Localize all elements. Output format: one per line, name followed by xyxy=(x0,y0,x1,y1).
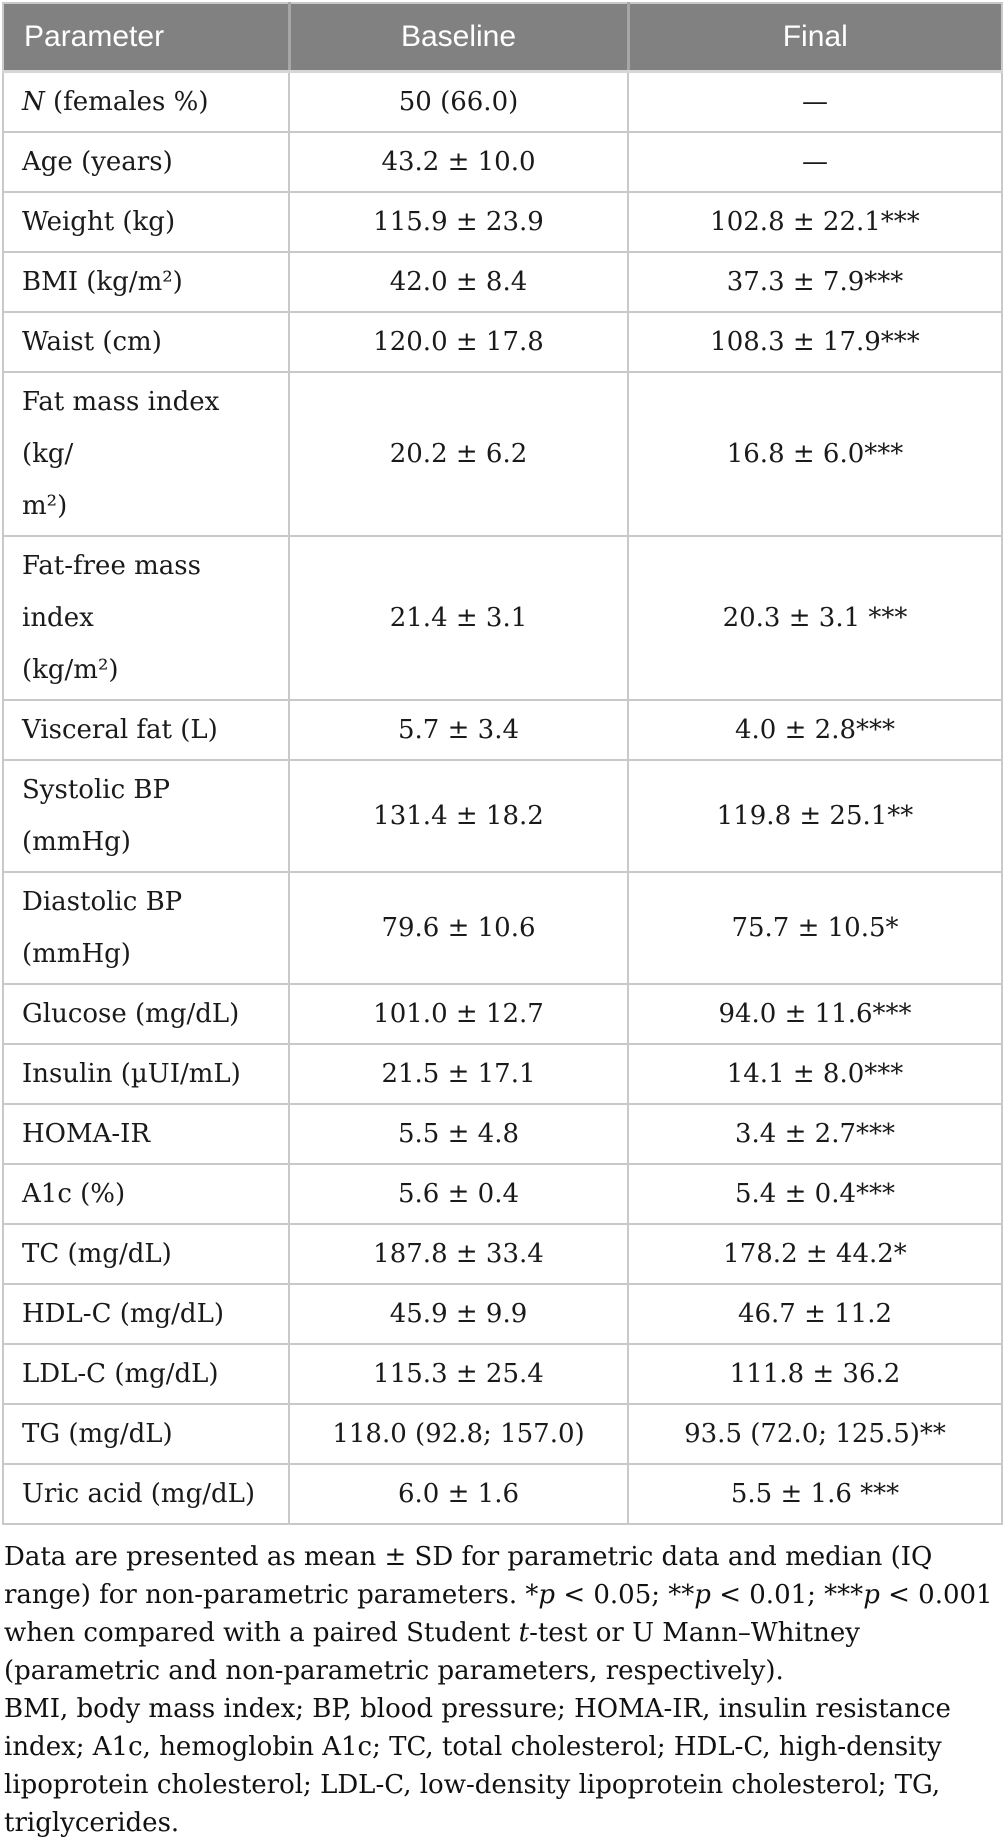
table-row-uric-acid: Uric acid (mg/dL) 6.0 ± 1.6 5.5 ± 1.6 **… xyxy=(2,1463,1003,1525)
baseline-value: 20.2 ± 6.2 xyxy=(288,371,629,537)
baseline-value: 5.6 ± 0.4 xyxy=(288,1163,629,1225)
baseline-value: 115.9 ± 23.9 xyxy=(288,191,629,253)
param-label: TC (mg/dL) xyxy=(2,1223,290,1285)
column-header-final: Final xyxy=(626,3,1002,73)
table-row-visceral-fat: Visceral fat (L) 5.7 ± 3.4 4.0 ± 2.8*** xyxy=(2,699,1003,761)
final-value: 178.2 ± 44.2* xyxy=(627,1223,1003,1285)
final-value: 16.8 ± 6.0*** xyxy=(627,371,1003,537)
table-row-ldl-c: LDL-C (mg/dL) 115.3 ± 25.4 111.8 ± 36.2 xyxy=(2,1343,1003,1405)
table-row-glucose: Glucose (mg/dL) 101.0 ± 12.7 94.0 ± 11.6… xyxy=(2,983,1003,1045)
column-header-parameter: Parameter xyxy=(3,3,289,73)
param-label: HOMA-IR xyxy=(2,1103,290,1165)
final-value: 5.5 ± 1.6 *** xyxy=(627,1463,1003,1525)
baseline-value: 50 (66.0) xyxy=(288,70,629,133)
param-label: Uric acid (mg/dL) xyxy=(2,1463,290,1525)
param-label: Age (years) xyxy=(2,131,290,193)
param-label: Glucose (mg/dL) xyxy=(2,983,290,1045)
header-row: Parameter Baseline Final xyxy=(3,3,1002,73)
baseline-value: 131.4 ± 18.2 xyxy=(288,759,629,873)
param-label: Fat-free mass index (kg/m²) xyxy=(2,535,290,701)
table-row-systolic-bp: Systolic BP (mmHg) 131.4 ± 18.2 119.8 ± … xyxy=(2,759,1003,873)
final-value: 20.3 ± 3.1 *** xyxy=(627,535,1003,701)
baseline-value: 45.9 ± 9.9 xyxy=(288,1283,629,1345)
table-row-insulin: Insulin (µUI/mL) 21.5 ± 17.1 14.1 ± 8.0*… xyxy=(2,1043,1003,1105)
final-value: 75.7 ± 10.5* xyxy=(627,871,1003,985)
final-value: 93.5 (72.0; 125.5)** xyxy=(627,1403,1003,1465)
param-label: HDL-C (mg/dL) xyxy=(2,1283,290,1345)
table-row-n-females: N (females %) 50 (66.0) — xyxy=(2,70,1003,133)
param-label: Systolic BP (mmHg) xyxy=(2,759,290,873)
table-row-bmi: BMI (kg/m²) 42.0 ± 8.4 37.3 ± 7.9*** xyxy=(2,251,1003,313)
table-row-homa-ir: HOMA-IR 5.5 ± 4.8 3.4 ± 2.7*** xyxy=(2,1103,1003,1165)
final-value: 94.0 ± 11.6*** xyxy=(627,983,1003,1045)
table-row-waist: Waist (cm) 120.0 ± 17.8 108.3 ± 17.9*** xyxy=(2,311,1003,373)
footnote-abbreviations: BMI, body mass index; BP, blood pressure… xyxy=(4,1694,951,1838)
baseline-value: 21.5 ± 17.1 xyxy=(288,1043,629,1105)
table-body: N (females %) 50 (66.0) — Age (years) 43… xyxy=(2,70,1003,1525)
param-label: Visceral fat (L) xyxy=(2,699,290,761)
final-value: 4.0 ± 2.8*** xyxy=(627,699,1003,761)
baseline-value: 120.0 ± 17.8 xyxy=(288,311,629,373)
baseline-value: 187.8 ± 33.4 xyxy=(288,1223,629,1285)
final-value: 3.4 ± 2.7*** xyxy=(627,1103,1003,1165)
footnote-statistics: Data are presented as mean ± SD for para… xyxy=(4,1542,993,1686)
final-value: — xyxy=(627,70,1003,133)
final-value: 119.8 ± 25.1** xyxy=(627,759,1003,873)
baseline-value: 43.2 ± 10.0 xyxy=(288,131,629,193)
baseline-value: 21.4 ± 3.1 xyxy=(288,535,629,701)
baseline-value: 118.0 (92.8; 157.0) xyxy=(288,1403,629,1465)
table-row-age: Age (years) 43.2 ± 10.0 — xyxy=(2,131,1003,193)
final-value: 102.8 ± 22.1*** xyxy=(627,191,1003,253)
baseline-value: 5.7 ± 3.4 xyxy=(288,699,629,761)
table-row-fat-mass-index: Fat mass index (kg/m²) 20.2 ± 6.2 16.8 ±… xyxy=(2,371,1003,537)
baseline-value: 115.3 ± 25.4 xyxy=(288,1343,629,1405)
results-table: Parameter Baseline Final N (females %) 5… xyxy=(2,2,1003,1525)
final-value: — xyxy=(627,131,1003,193)
param-label: LDL-C (mg/dL) xyxy=(2,1343,290,1405)
param-label: Insulin (µUI/mL) xyxy=(2,1043,290,1105)
table-header: Parameter Baseline Final xyxy=(3,3,1002,73)
param-label: TG (mg/dL) xyxy=(2,1403,290,1465)
final-value: 37.3 ± 7.9*** xyxy=(627,251,1003,313)
final-value: 111.8 ± 36.2 xyxy=(627,1343,1003,1405)
param-label: Fat mass index (kg/m²) xyxy=(2,371,290,537)
baseline-value: 101.0 ± 12.7 xyxy=(288,983,629,1045)
final-value: 5.4 ± 0.4*** xyxy=(627,1163,1003,1225)
param-label: BMI (kg/m²) xyxy=(2,251,290,313)
final-value: 108.3 ± 17.9*** xyxy=(627,311,1003,373)
table-row-weight: Weight (kg) 115.9 ± 23.9 102.8 ± 22.1*** xyxy=(2,191,1003,253)
param-label: Weight (kg) xyxy=(2,191,290,253)
baseline-value: 6.0 ± 1.6 xyxy=(288,1463,629,1525)
table-row-fat-free-mass-index: Fat-free mass index (kg/m²) 21.4 ± 3.1 20… xyxy=(2,535,1003,701)
final-value: 14.1 ± 8.0*** xyxy=(627,1043,1003,1105)
column-header-baseline: Baseline xyxy=(287,3,628,73)
table-footnotes: Data are presented as mean ± SD for para… xyxy=(2,1525,1003,1842)
table-row-diastolic-bp: Diastolic BP (mmHg) 79.6 ± 10.6 75.7 ± 10… xyxy=(2,871,1003,985)
baseline-value: 42.0 ± 8.4 xyxy=(288,251,629,313)
baseline-value: 5.5 ± 4.8 xyxy=(288,1103,629,1165)
param-label: A1c (%) xyxy=(2,1163,290,1225)
table-row-hdl-c: HDL-C (mg/dL) 45.9 ± 9.9 46.7 ± 11.2 xyxy=(2,1283,1003,1345)
param-label: Diastolic BP (mmHg) xyxy=(2,871,290,985)
table-row-a1c: A1c (%) 5.6 ± 0.4 5.4 ± 0.4*** xyxy=(2,1163,1003,1225)
param-label: N (females %) xyxy=(2,70,290,133)
table-row-tc: TC (mg/dL) 187.8 ± 33.4 178.2 ± 44.2* xyxy=(2,1223,1003,1285)
table-row-tg: TG (mg/dL) 118.0 (92.8; 157.0) 93.5 (72.… xyxy=(2,1403,1003,1465)
baseline-value: 79.6 ± 10.6 xyxy=(288,871,629,985)
param-label: Waist (cm) xyxy=(2,311,290,373)
final-value: 46.7 ± 11.2 xyxy=(627,1283,1003,1345)
